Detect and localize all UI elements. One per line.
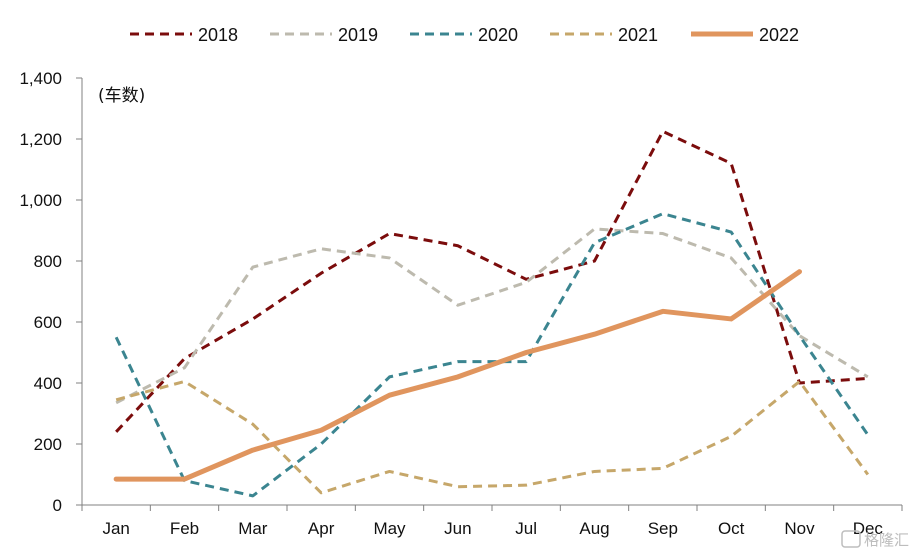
legend-label-2019: 2019 [338, 25, 378, 45]
series-line-2019 [115, 227, 869, 405]
y-tick-label: 1,200 [19, 130, 62, 149]
watermark-logo-icon [841, 530, 861, 548]
y-tick-label: 600 [34, 313, 62, 332]
chart-axes [81, 78, 902, 506]
series-line-2018 [115, 129, 868, 433]
y-tick-label: 200 [34, 435, 62, 454]
legend-label-2022: 2022 [759, 25, 799, 45]
y-axis-ticks: 0 200 400 600 800 1,000 1,200 1,400 [19, 69, 82, 515]
x-tick-label: Oct [718, 519, 745, 538]
watermark: 格隆汇 [841, 530, 909, 549]
y-tick-label: 1,400 [19, 69, 62, 88]
x-tick-label: Jan [102, 519, 129, 538]
y-tick-label: 400 [34, 374, 62, 393]
legend-label-2018: 2018 [198, 25, 238, 45]
x-tick-label: Mar [238, 519, 268, 538]
y-axis-unit-label: (车数) [98, 86, 145, 106]
legend-label-2020: 2020 [478, 25, 518, 45]
series-line-2021 [115, 379, 870, 495]
x-tick-label: Nov [784, 519, 815, 538]
x-axis-ticks: Jan Feb Mar Apr May Jun Jul Aug Sep Oct Nov Dec [81, 505, 903, 538]
x-tick-label: Sep [648, 519, 678, 538]
y-tick-label: 800 [34, 252, 62, 271]
series-line-2020 [114, 212, 870, 498]
legend-label-2021: 2021 [618, 25, 658, 45]
x-tick-label: Feb [170, 519, 199, 538]
watermark-text: 格隆汇 [864, 531, 909, 549]
series-lines [113, 129, 870, 498]
y-tick-label: 0 [53, 496, 62, 515]
x-tick-label: May [373, 519, 406, 538]
y-tick-label: 1,000 [19, 191, 62, 210]
x-tick-label: Aug [579, 519, 609, 538]
chart-legend: 2018 2019 2020 2021 2022 [130, 25, 799, 45]
x-tick-label: Jul [515, 519, 537, 538]
x-tick-label: Jun [444, 519, 471, 538]
series-line-2022 [113, 269, 802, 482]
x-tick-label: Apr [308, 519, 335, 538]
